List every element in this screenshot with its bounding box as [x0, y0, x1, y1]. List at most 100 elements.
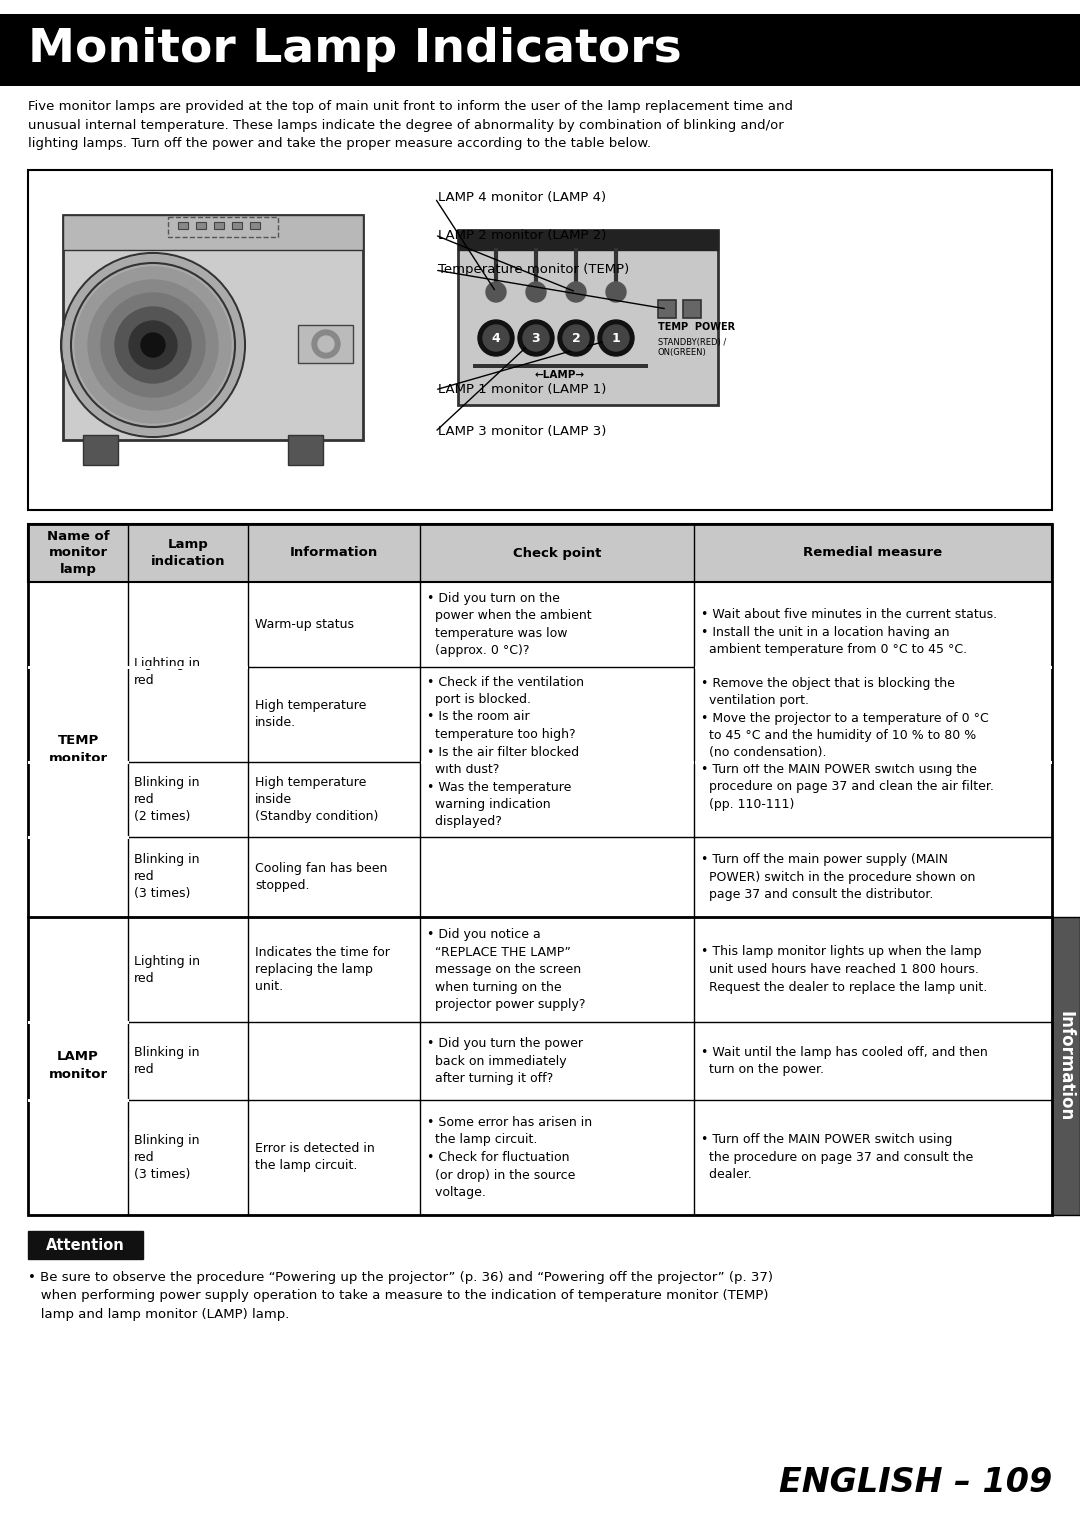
Text: 3: 3: [531, 331, 540, 345]
Text: LAMP 2 monitor (LAMP 2): LAMP 2 monitor (LAMP 2): [438, 229, 606, 241]
Text: Lighting in
red: Lighting in red: [134, 657, 200, 687]
Bar: [421, 760, 694, 764]
Text: Blinking in
red: Blinking in red: [134, 1046, 200, 1077]
Circle shape: [63, 255, 243, 435]
Bar: [658, 299, 676, 318]
Bar: [83, 435, 118, 466]
Circle shape: [129, 321, 177, 370]
Text: Warm-up status: Warm-up status: [255, 618, 354, 631]
Bar: [696, 760, 1052, 764]
Bar: [28, 1022, 1052, 1099]
Circle shape: [312, 330, 340, 357]
Text: LAMP 1 monitor (LAMP 1): LAMP 1 monitor (LAMP 1): [438, 383, 606, 397]
Bar: [1052, 918, 1080, 1215]
Text: Blinking in
red
(3 times): Blinking in red (3 times): [134, 1135, 200, 1180]
Bar: [63, 215, 363, 440]
Text: Information: Information: [289, 547, 378, 559]
Text: LAMP 4 monitor (LAMP 4): LAMP 4 monitor (LAMP 4): [438, 191, 606, 205]
Bar: [63, 215, 363, 250]
Text: Check point: Check point: [513, 547, 602, 559]
Bar: [28, 760, 129, 764]
Bar: [28, 918, 1052, 1022]
Bar: [28, 762, 1052, 837]
Text: • Wait until the lamp has cooled off, and then
  turn on the power.: • Wait until the lamp has cooled off, an…: [701, 1046, 988, 1077]
Bar: [28, 1231, 143, 1258]
Text: Monitor Lamp Indicators: Monitor Lamp Indicators: [28, 27, 681, 72]
Bar: [129, 666, 248, 669]
Circle shape: [141, 333, 165, 357]
Text: Indicates the time for
replacing the lamp
unit.: Indicates the time for replacing the lam…: [255, 947, 390, 993]
Text: • Did you turn on the
  power when the ambient
  temperature was low
  (approx. : • Did you turn on the power when the amb…: [427, 592, 592, 657]
Circle shape: [558, 321, 594, 356]
Circle shape: [87, 279, 218, 411]
Bar: [28, 582, 1052, 667]
Bar: [288, 435, 323, 466]
Bar: [214, 221, 224, 229]
Bar: [168, 217, 278, 237]
Bar: [28, 837, 1052, 918]
Bar: [28, 835, 129, 838]
Circle shape: [114, 307, 191, 383]
Text: • Check if the ventilation
  port is blocked.
• Is the room air
  temperature to: • Check if the ventilation port is block…: [427, 675, 584, 829]
Bar: [298, 325, 353, 363]
Bar: [28, 169, 1052, 510]
Circle shape: [606, 282, 626, 302]
Circle shape: [563, 325, 589, 351]
Circle shape: [102, 293, 205, 397]
Circle shape: [598, 321, 634, 356]
Text: Information: Information: [1057, 1011, 1075, 1121]
Text: LAMP 3 monitor (LAMP 3): LAMP 3 monitor (LAMP 3): [438, 426, 606, 438]
Bar: [28, 667, 1052, 762]
Circle shape: [486, 282, 507, 302]
Bar: [458, 231, 718, 250]
Text: Error is detected in
the lamp circuit.: Error is detected in the lamp circuit.: [255, 1142, 375, 1173]
Bar: [195, 221, 206, 229]
Bar: [683, 299, 701, 318]
Bar: [28, 524, 1052, 582]
Bar: [178, 221, 188, 229]
Text: ON(GREEN): ON(GREEN): [658, 348, 706, 357]
Text: • Did you turn the power
  back on immediately
  after turning it off?: • Did you turn the power back on immedia…: [427, 1037, 583, 1086]
Bar: [249, 221, 260, 229]
Text: STANDBY(RED) /: STANDBY(RED) /: [658, 337, 726, 347]
Bar: [28, 666, 129, 669]
Text: • Did you notice a
  “REPLACE THE LAMP”
  message on the screen
  when turning o: • Did you notice a “REPLACE THE LAMP” me…: [427, 928, 585, 1011]
Circle shape: [566, 282, 586, 302]
Circle shape: [526, 282, 546, 302]
Text: Name of
monitor
lamp: Name of monitor lamp: [46, 530, 109, 577]
Text: Blinking in
red
(3 times): Blinking in red (3 times): [134, 854, 200, 901]
Text: • Be sure to observe the procedure “Powering up the projector” (p. 36) and “Powe: • Be sure to observe the procedure “Powe…: [28, 1270, 773, 1321]
Circle shape: [483, 325, 509, 351]
Bar: [232, 221, 242, 229]
Text: • Wait about five minutes in the current status.
• Install the unit in a locatio: • Wait about five minutes in the current…: [701, 608, 997, 811]
Text: • Some error has arisen in
  the lamp circuit.
• Check for fluctuation
  (or dro: • Some error has arisen in the lamp circ…: [427, 1116, 592, 1199]
Text: High temperature
inside.: High temperature inside.: [255, 699, 366, 730]
Text: Attention: Attention: [46, 1237, 125, 1252]
Bar: [696, 666, 1052, 669]
Bar: [28, 524, 1052, 1215]
Circle shape: [603, 325, 629, 351]
Circle shape: [523, 325, 549, 351]
Circle shape: [478, 321, 514, 356]
Text: ←LAMP→: ←LAMP→: [535, 370, 585, 380]
Bar: [28, 1099, 1052, 1215]
Text: Five monitor lamps are provided at the top of main unit front to inform the user: Five monitor lamps are provided at the t…: [28, 99, 793, 150]
Text: • This lamp monitor lights up when the lamp
  unit used hours have reached 1 800: • This lamp monitor lights up when the l…: [701, 945, 987, 994]
Text: 2: 2: [571, 331, 580, 345]
Text: ENGLISH – 109: ENGLISH – 109: [779, 1466, 1052, 1500]
Text: Remedial measure: Remedial measure: [804, 547, 943, 559]
Text: • Turn off the main power supply (MAIN
  POWER) switch in the procedure shown on: • Turn off the main power supply (MAIN P…: [701, 854, 975, 901]
Bar: [0, 14, 1080, 86]
Circle shape: [75, 267, 231, 423]
Text: Cooling fan has been
stopped.: Cooling fan has been stopped.: [255, 863, 388, 892]
Circle shape: [318, 336, 334, 353]
Text: Lamp
indication: Lamp indication: [151, 538, 226, 568]
Text: LAMP
monitor: LAMP monitor: [49, 1051, 108, 1081]
Bar: [473, 363, 648, 368]
Bar: [28, 1099, 129, 1102]
Text: TEMP
monitor: TEMP monitor: [49, 734, 108, 765]
Text: 1: 1: [611, 331, 620, 345]
Bar: [458, 231, 718, 405]
Text: 4: 4: [491, 331, 500, 345]
Bar: [28, 1022, 129, 1025]
